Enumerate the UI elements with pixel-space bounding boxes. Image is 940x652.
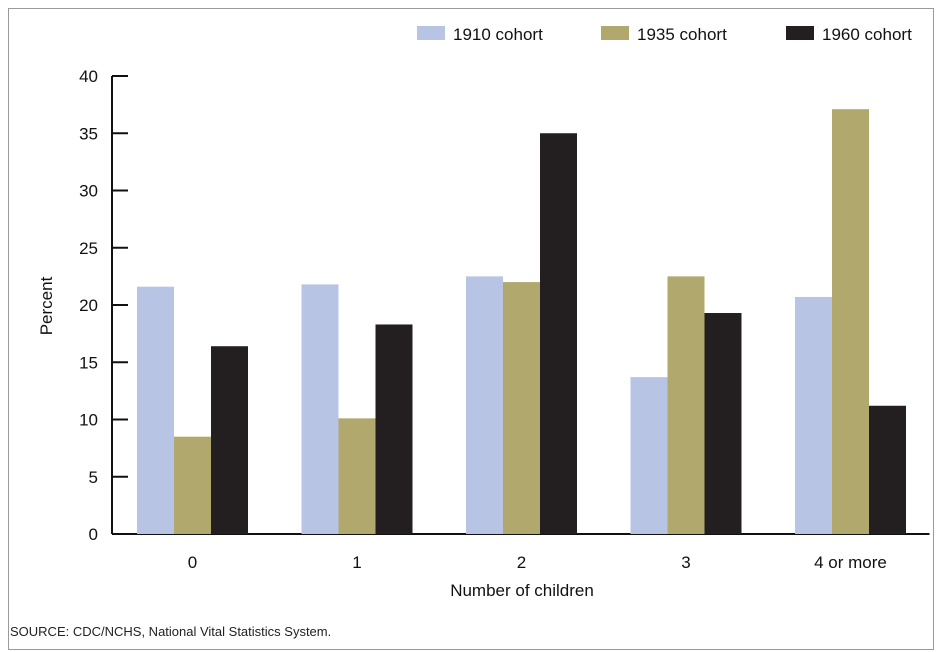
bar-1910-cohort — [466, 276, 503, 534]
x-tick-label: 0 — [188, 553, 197, 572]
y-tick-label: 25 — [79, 239, 98, 258]
bars — [137, 109, 906, 534]
y-tick-label: 15 — [79, 353, 98, 372]
bar-1935-cohort — [832, 109, 869, 534]
y-tick-label: 0 — [89, 525, 98, 544]
legend: 1910 cohort 1935 cohort 1960 cohort — [417, 25, 912, 44]
y-tick-label: 5 — [89, 468, 98, 487]
legend-label: 1960 cohort — [822, 25, 912, 44]
bar-1960-cohort — [211, 346, 248, 534]
bar-1910-cohort — [137, 286, 174, 534]
x-axis: 0 1 2 3 4 or more — [112, 533, 930, 572]
bar-1935-cohort — [503, 282, 540, 534]
y-axis: 0 5 10 15 20 25 30 35 40 — [79, 67, 128, 544]
bar-1960-cohort — [704, 313, 742, 534]
bar-1935-cohort — [338, 418, 376, 534]
y-axis-label: Percent — [37, 276, 56, 335]
bar-1935-cohort — [174, 436, 211, 534]
y-tick-label: 35 — [79, 124, 98, 143]
chart-frame — [8, 8, 934, 650]
bar-1960-cohort — [375, 324, 413, 534]
bar-1910-cohort — [301, 284, 339, 534]
y-tick-label: 20 — [79, 296, 98, 315]
legend-swatch — [417, 26, 445, 40]
bar-1935-cohort — [667, 276, 705, 534]
source-note: SOURCE: CDC/NCHS, National Vital Statist… — [10, 624, 332, 639]
bar-1910-cohort — [795, 296, 832, 534]
legend-label: 1935 cohort — [637, 25, 727, 44]
bar-1960-cohort — [540, 133, 577, 534]
y-tick-label: 30 — [79, 182, 98, 201]
legend-swatch — [601, 26, 629, 40]
legend-swatch — [786, 26, 814, 40]
bar-1910-cohort — [630, 377, 668, 534]
legend-label: 1910 cohort — [453, 25, 543, 44]
x-tick-label: 3 — [681, 553, 690, 572]
x-tick-label: 2 — [517, 553, 526, 572]
x-tick-label: 1 — [352, 553, 361, 572]
x-axis-label: Number of children — [450, 581, 594, 600]
bar-1960-cohort — [869, 405, 906, 534]
y-tick-label: 40 — [79, 67, 98, 86]
x-tick-label: 4 or more — [814, 553, 887, 572]
y-tick-label: 10 — [79, 411, 98, 430]
